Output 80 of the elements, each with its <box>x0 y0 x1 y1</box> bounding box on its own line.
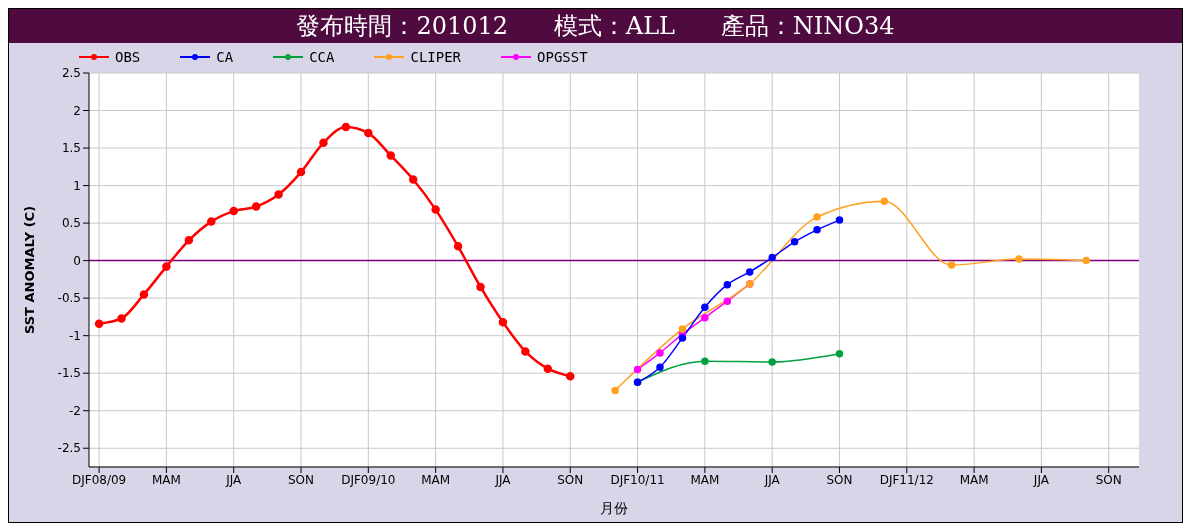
point <box>476 282 485 292</box>
point <box>498 317 508 327</box>
x-tick-label: MAM <box>959 472 989 487</box>
x-tick-label: SON <box>288 472 315 487</box>
point <box>207 217 216 226</box>
y-axis-title: SST ANOMALY (C) <box>21 205 37 335</box>
x-tick-label: DJF11/12 <box>879 472 934 487</box>
point <box>386 151 396 160</box>
point <box>633 365 642 374</box>
point <box>274 190 283 199</box>
x-tick-label: SON <box>557 472 584 487</box>
point <box>656 363 664 371</box>
y-tick-label: 0 <box>73 253 81 268</box>
point <box>94 319 104 328</box>
point <box>678 325 687 333</box>
point <box>184 236 194 245</box>
point <box>835 216 844 224</box>
legend-label: OBS <box>115 49 141 65</box>
y-tick-label: 1 <box>73 178 81 193</box>
point <box>813 213 821 221</box>
point <box>790 238 799 246</box>
point <box>117 314 126 323</box>
point <box>319 138 328 148</box>
x-tick-label: JJA <box>1032 472 1050 487</box>
point <box>543 364 553 373</box>
x-axis-title: 月份 <box>600 500 628 516</box>
point <box>701 313 709 322</box>
x-tick-label: JJA <box>494 472 512 487</box>
point <box>521 347 530 356</box>
point <box>251 202 261 211</box>
y-tick-label: 0.5 <box>61 216 81 231</box>
point <box>723 280 732 289</box>
point <box>678 334 687 342</box>
point <box>701 357 709 365</box>
point <box>835 349 844 358</box>
x-tick-label: SON <box>1095 472 1122 487</box>
point <box>723 297 732 305</box>
point <box>745 268 754 276</box>
point <box>453 242 463 251</box>
legend-label: CA <box>216 49 234 65</box>
x-tick-label: DJF10/11 <box>610 472 665 487</box>
y-tick-label: -1 <box>69 328 81 343</box>
legend-label: CCA <box>309 49 335 65</box>
point <box>229 206 238 216</box>
point <box>139 290 149 299</box>
point <box>813 226 821 234</box>
x-tick-label: DJF08/09 <box>71 472 127 487</box>
point <box>408 175 418 184</box>
chart-title: 發布時間：201012 模式：ALL 產品：NINO34 <box>9 9 1182 43</box>
y-tick-label: -2 <box>69 403 81 418</box>
y-tick-label: 1.5 <box>61 141 81 156</box>
legend-label: CLIPER <box>410 49 462 65</box>
x-tick-label: JJA <box>225 472 243 487</box>
y-tick-label: 2.5 <box>61 66 81 81</box>
point <box>656 349 664 357</box>
y-tick-label: -2.5 <box>57 441 81 456</box>
point <box>364 128 373 138</box>
x-tick-label: SON <box>826 472 853 487</box>
point <box>880 197 889 206</box>
point <box>947 261 956 269</box>
point <box>566 371 575 381</box>
point <box>296 167 306 177</box>
y-tick-label: -1.5 <box>57 366 81 381</box>
point <box>611 386 619 395</box>
x-tick-label: DJF09/10 <box>341 472 396 487</box>
point <box>701 303 709 311</box>
point <box>341 122 351 132</box>
x-tick-label: JJA <box>763 472 781 487</box>
legend-label: OPGSST <box>537 49 588 65</box>
x-tick-label: MAM <box>690 472 720 487</box>
x-tick-label: MAM <box>421 472 451 487</box>
y-tick-label: -0.5 <box>57 291 81 306</box>
point <box>768 253 776 262</box>
point <box>768 358 776 366</box>
y-tick-label: 2 <box>73 103 81 118</box>
point <box>1082 256 1091 265</box>
x-tick-label: MAM <box>151 472 181 487</box>
point <box>1015 255 1023 263</box>
point <box>431 205 440 214</box>
point <box>162 262 171 271</box>
